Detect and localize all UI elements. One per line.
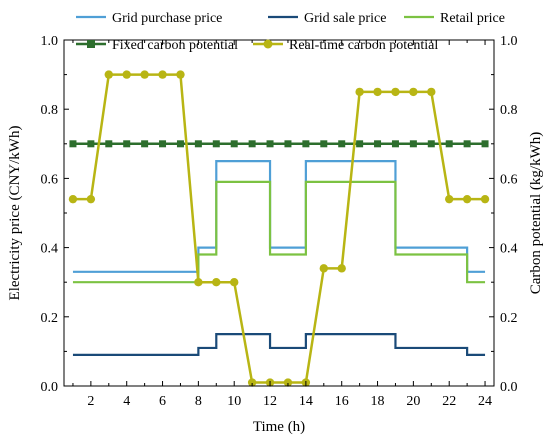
fixed-carbon-potential-point [374, 140, 382, 148]
fixed-carbon-potential-point [481, 140, 489, 148]
retail-price-line [72, 180, 486, 284]
fixed-carbon-potential-point [159, 140, 167, 148]
real-time-carbon-potential-point [247, 378, 257, 387]
y2-tick-label: 1.0 [500, 34, 518, 49]
fixed-carbon-potential-point [409, 140, 417, 148]
real-time-carbon-potential-point [212, 278, 221, 287]
x-tick-label: 22 [442, 394, 456, 409]
x-tick-label: 12 [263, 394, 277, 409]
x-tick-label: 14 [299, 394, 313, 409]
legend-label-grid-sale-price: Grid sale price [304, 11, 386, 26]
fixed-carbon-potential-point [356, 140, 364, 148]
fixed-carbon-potential-point [230, 140, 238, 148]
x-tick-label: 10 [227, 394, 241, 409]
real-time-carbon-potential-point [283, 378, 293, 387]
real-time-carbon-potential-point [230, 278, 239, 287]
y-tick-label: 0.4 [41, 242, 59, 257]
real-time-carbon-potential-point [409, 87, 418, 97]
fixed-carbon-potential-point [320, 140, 328, 148]
y-tick-label: 0.6 [41, 172, 59, 187]
y2-axis-label: Carbon potential (kg/kWh) [528, 132, 544, 294]
real-time-carbon-potential-point [104, 70, 113, 79]
legend-marker-real-time-carbon-potential [263, 39, 273, 49]
fixed-carbon-potential-point [176, 140, 184, 148]
fixed-carbon-potential-point [302, 140, 310, 148]
y-axis-label: Electricity price (CNY/kWh) [7, 126, 23, 301]
y2-tick-label: 0.4 [500, 242, 518, 257]
grid-sale-price-line [72, 333, 486, 356]
x-tick-label: 24 [478, 394, 492, 409]
fixed-carbon-potential-point [105, 140, 113, 148]
legend-marker-fixed-carbon-potential [87, 40, 95, 48]
fixed-carbon-potential-point [194, 140, 202, 148]
axes-layer: 2 4 6 8 10 12 14 16 18 20 22 240.00.20.40.60.81.00.… [41, 34, 518, 409]
x-tick-label: 20 [406, 394, 420, 409]
legend-label-grid-purchase-price: Grid purchase price [112, 11, 222, 26]
real-time-carbon-potential-point [373, 87, 382, 97]
fixed-carbon-potential-point [141, 140, 149, 148]
y2-tick-label: 0.6 [500, 172, 518, 187]
real-time-carbon-potential-point [176, 70, 185, 79]
y-tick-label: 0.2 [41, 311, 59, 326]
x-tick-label: 16 [335, 394, 349, 409]
fixed-carbon-potential-point [212, 140, 220, 148]
fixed-carbon-potential-point [266, 140, 274, 148]
real-time-carbon-potential-point [391, 87, 400, 97]
x-axis-label: Time (h) [253, 419, 305, 435]
real-time-carbon-potential-point [86, 194, 96, 204]
fixed-carbon-potential-point [463, 140, 471, 148]
real-time-carbon-potential-point [427, 87, 436, 97]
real-time-carbon-potential-point [68, 194, 78, 204]
real-time-carbon-potential-point [194, 278, 203, 287]
fixed-carbon-potential-point [338, 140, 346, 148]
y-tick-label: 1.0 [41, 34, 59, 49]
legend: Grid purchase price Grid sale price Retail… [76, 11, 505, 53]
real-time-carbon-potential-point [140, 70, 149, 79]
x-tick-label: 4 [123, 394, 130, 409]
x-tick-label: 8 [195, 394, 202, 409]
fixed-carbon-potential-point [427, 140, 435, 148]
y2-tick-label: 0.8 [500, 103, 518, 118]
y2-tick-label: 0.0 [500, 380, 518, 395]
legend-label-retail-price: Retail price [440, 11, 505, 26]
real-time-carbon-potential-point [337, 264, 346, 273]
fixed-carbon-potential-point [248, 140, 256, 148]
fixed-carbon-potential-point [123, 140, 131, 148]
fixed-carbon-potential-point [391, 140, 399, 148]
x-tick-label: 18 [371, 394, 385, 409]
real-time-carbon-potential-point [158, 70, 167, 79]
x-tick-label: 2 [87, 394, 94, 409]
real-time-carbon-potential-point [355, 87, 364, 97]
fixed-carbon-potential-point [87, 140, 95, 148]
real-time-carbon-potential-line [72, 73, 486, 384]
real-time-carbon-potential-point [480, 194, 490, 204]
real-time-carbon-potential-point [445, 194, 454, 204]
y-tick-label: 0.0 [41, 380, 59, 395]
y2-tick-label: 0.2 [500, 311, 518, 326]
real-time-carbon-potential-point [122, 70, 131, 79]
legend-label-real-time-carbon-potential: Real-time carbon potential [289, 38, 438, 53]
grid-purchase-price-line [72, 160, 486, 273]
y-tick-label: 0.8 [41, 103, 59, 118]
fixed-carbon-potential-point [445, 140, 453, 148]
real-time-carbon-potential-point [319, 264, 328, 273]
series-layer [68, 70, 490, 387]
legend-label-fixed-carbon-potential: Fixed carbon potential [112, 38, 238, 53]
x-tick-label: 6 [159, 394, 166, 409]
fixed-carbon-potential-point [69, 140, 77, 148]
real-time-carbon-potential-point [462, 194, 472, 204]
fixed-carbon-potential-point [284, 140, 292, 148]
